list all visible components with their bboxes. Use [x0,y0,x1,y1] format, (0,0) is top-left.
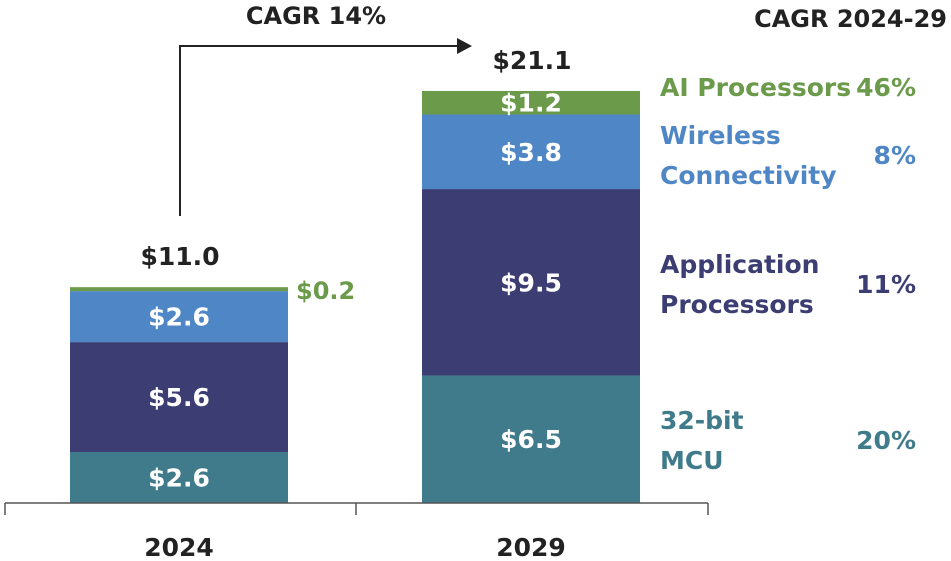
cagr-arrow-head [457,38,472,54]
bar-segment-ai-processors-2024 [70,287,288,292]
bar-segment-application-processors-2029 [422,189,640,376]
legend-cagr-value: 20% [856,426,916,455]
bar-segment-wireless-connectivity-2029 [422,114,640,190]
cagr-header-label: CAGR 2024-29 [754,5,947,33]
legend-label: Connectivity [660,161,837,190]
category-label: 2029 [496,533,566,561]
total-label: $11.0 [140,242,219,271]
data-label: $9.5 [500,268,562,297]
legend-label: Wireless [660,121,781,150]
cagr-arrow [179,45,460,216]
bars-group [70,90,640,503]
bar-segment-32-bit-mcu-2029 [422,375,640,503]
data-label: $3.8 [500,138,562,167]
legend-label: MCU [660,446,724,475]
category-label: 2024 [144,533,214,561]
legend-cagr-value: 8% [874,141,916,170]
legend-cagr-value: 46% [856,73,916,102]
legend-label: Application [660,250,819,279]
legend: AI Processors 46% Wireless Connectivity 8% Ap… [660,73,916,475]
cagr-overall-label: CAGR 14% [246,2,386,30]
data-label: $2.6 [148,463,210,492]
x-axis [4,502,709,515]
legend-cagr-value: 11% [856,270,916,299]
data-label: $5.6 [148,383,210,412]
labels-group: $2.6 $5.6 $2.6 $0.2 $11.0 2024 $6.5 $9.5 $3.8 $1.… [140,46,571,561]
bar-segment-ai-processors-2029 [422,90,640,115]
legend-label: Processors [660,290,814,319]
legend-label: AI Processors [660,73,851,102]
data-label: $1.2 [500,89,562,118]
data-label: $6.5 [500,425,562,454]
legend-label: 32-bit [660,406,744,435]
data-label: $0.2 [296,277,355,305]
data-label: $2.6 [148,303,210,332]
bar-segment-32-bit-mcu-2024 [70,451,288,503]
bar-segment-wireless-connectivity-2024 [70,291,288,343]
bar-segment-application-processors-2024 [70,342,288,452]
total-label: $21.1 [492,46,571,75]
